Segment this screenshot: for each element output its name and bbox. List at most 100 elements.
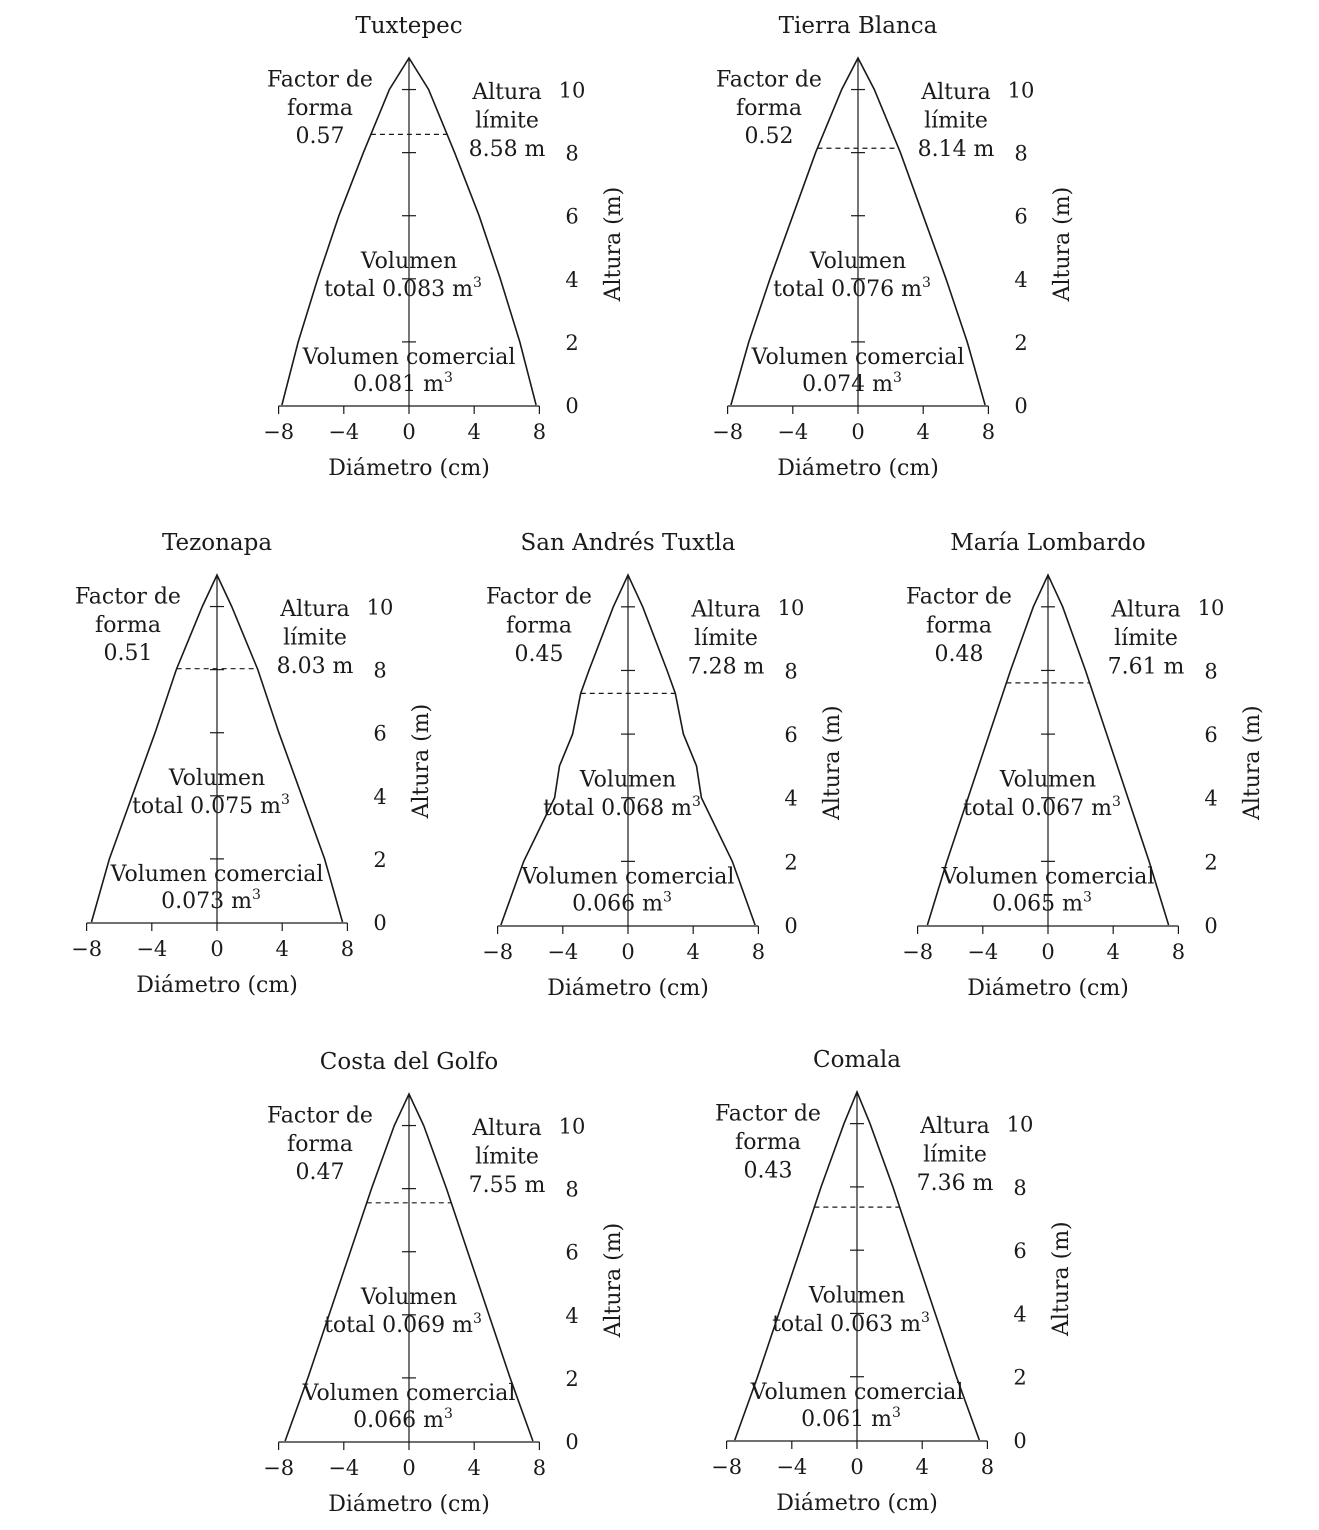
x-tick-label: −4: [136, 937, 167, 961]
altura-limite-label: Altura: [471, 1116, 542, 1141]
y-tick-label: 8: [1014, 142, 1027, 166]
volumen-comercial-label: Volumen comercial: [110, 862, 324, 887]
x-tick-label: 8: [981, 1455, 994, 1479]
x-axis-label: Diámetro (cm): [967, 976, 1129, 1001]
x-tick-label: −8: [71, 937, 102, 961]
y-tick-label: 6: [784, 723, 797, 747]
altura-limite-value: 8.03 m: [277, 654, 354, 679]
y-tick-label: 10: [778, 596, 805, 620]
y-axis-label: Altura (m): [1050, 187, 1075, 303]
volumen-comercial-value: 0.066 m3: [572, 890, 672, 917]
factor-de-forma-value: 0.48: [935, 642, 984, 667]
y-tick-label: 10: [1198, 596, 1225, 620]
x-tick-label: 8: [341, 937, 354, 961]
x-tick-label: 8: [533, 420, 546, 444]
volumen-total-value: total 0.083 m3: [324, 275, 482, 302]
altura-limite-label: límite: [924, 108, 988, 133]
volumen-total-value: total 0.063 m3: [772, 1310, 930, 1337]
panel-title: Tierra Blanca: [779, 13, 938, 39]
factor-de-forma-value: 0.51: [104, 641, 153, 666]
panel-1: Tierra Blanca −8 −4 0 4 8 Diámetro (cm) 0 2 4 6 8 10…: [712, 13, 1075, 481]
panel-title: María Lombardo: [950, 530, 1146, 556]
y-tick-label: 10: [367, 596, 394, 620]
factor-de-forma-value: 0.47: [296, 1160, 345, 1185]
altura-limite-label: Altura: [1110, 597, 1181, 622]
factor-de-forma-value: 0.45: [515, 642, 564, 667]
stem-profile-line: [926, 573, 1170, 926]
y-axis-label: Altura (m): [1049, 1221, 1074, 1337]
panel-2: Tezonapa −8 −4 0 4 8 Diámetro (cm) 0 2 4 6 8 10 Altur…: [71, 530, 434, 998]
y-tick-label: 8: [784, 659, 797, 683]
altura-limite-label: límite: [694, 626, 758, 651]
volumen-comercial-label: Volumen comercial: [751, 345, 965, 370]
y-tick-label: 6: [565, 1241, 578, 1265]
x-tick-label: 0: [402, 1456, 415, 1480]
altura-limite-value: 7.28 m: [688, 655, 765, 680]
volumen-comercial-label: Volumen comercial: [941, 865, 1155, 890]
y-axis-label: Altura (m): [409, 704, 434, 820]
x-axis-label: Diámetro (cm): [777, 456, 939, 481]
panel-6: Comala −8 −4 0 4 8 Diámetro (cm) 0 2 4 6 8 10 Altura …: [711, 1047, 1074, 1516]
factor-de-forma-label: Factor de: [715, 1101, 821, 1126]
altura-limite-label: límite: [923, 1143, 987, 1168]
stem-profile-line: [90, 573, 344, 923]
y-tick-label: 6: [1014, 205, 1027, 229]
x-tick-label: 0: [851, 420, 864, 444]
altura-limite-label: límite: [475, 108, 539, 133]
y-tick-label: 0: [373, 911, 386, 935]
altura-limite-label: Altura: [690, 597, 761, 622]
y-tick-label: 10: [1008, 79, 1035, 103]
y-tick-label: 4: [1014, 268, 1027, 292]
volumen-total-label: Volumen: [360, 1285, 457, 1310]
y-axis-label: Altura (m): [601, 1223, 626, 1339]
x-axis-label: Diámetro (cm): [776, 1491, 938, 1516]
panel-title: Tezonapa: [162, 530, 272, 556]
factor-de-forma-label: forma: [736, 96, 802, 121]
y-tick-label: 10: [1007, 1113, 1034, 1137]
factor-de-forma-value: 0.43: [744, 1158, 793, 1183]
altura-limite-value: 7.61 m: [1108, 655, 1185, 680]
volumen-total-value: total 0.069 m3: [324, 1311, 482, 1338]
y-tick-label: 2: [1204, 850, 1217, 874]
x-tick-label: 0: [402, 420, 415, 444]
x-tick-label: 4: [687, 940, 700, 964]
volumen-comercial-value: 0.066 m3: [353, 1406, 453, 1433]
y-axis-label: Altura (m): [820, 705, 845, 821]
volumen-total-value: total 0.076 m3: [773, 275, 931, 302]
y-tick-label: 10: [559, 1115, 586, 1139]
x-tick-label: 8: [1172, 940, 1185, 964]
factor-de-forma-label: Factor de: [716, 67, 822, 92]
volumen-total-value: total 0.075 m3: [132, 792, 290, 819]
x-tick-label: −4: [967, 940, 998, 964]
y-tick-label: 6: [565, 205, 578, 229]
y-tick-label: 4: [565, 1304, 578, 1328]
volumen-comercial-value: 0.065 m3: [992, 890, 1092, 917]
factor-de-forma-label: forma: [287, 96, 353, 121]
x-tick-label: −4: [328, 420, 359, 444]
factor-de-forma-label: Factor de: [906, 585, 1012, 610]
altura-limite-label: Altura: [920, 80, 991, 105]
y-axis-label: Altura (m): [1240, 705, 1265, 821]
volumen-total-label: Volumen: [168, 766, 265, 791]
y-tick-label: 0: [784, 914, 797, 938]
panel-3: San Andrés Tuxtla −8 −4 0 4 8 Diámetro (cm) 0 2 4…: [482, 530, 845, 1001]
volumen-comercial-value: 0.061 m3: [801, 1405, 901, 1432]
x-tick-label: 4: [276, 937, 289, 961]
x-axis-label: Diámetro (cm): [547, 976, 709, 1001]
x-tick-label: 4: [468, 420, 481, 444]
altura-limite-label: Altura: [471, 80, 542, 105]
altura-limite-label: límite: [283, 625, 347, 650]
y-tick-label: 6: [373, 722, 386, 746]
stem-profile-line: [500, 573, 756, 926]
volumen-comercial-value: 0.081 m3: [353, 370, 453, 397]
factor-de-forma-label: Factor de: [267, 67, 373, 92]
panel-4: María Lombardo −8 −4 0 4 8 Diámetro (cm) 0 2 4 6 8 1…: [902, 530, 1265, 1001]
stem-profile-line: [284, 1092, 534, 1442]
y-tick-label: 2: [565, 1367, 578, 1391]
y-tick-label: 8: [565, 142, 578, 166]
factor-de-forma-label: forma: [735, 1130, 801, 1155]
x-tick-label: −8: [263, 1456, 294, 1480]
stem-profile-line: [730, 56, 986, 406]
y-tick-label: 0: [1013, 1429, 1026, 1453]
volumen-comercial-label: Volumen comercial: [302, 345, 516, 370]
